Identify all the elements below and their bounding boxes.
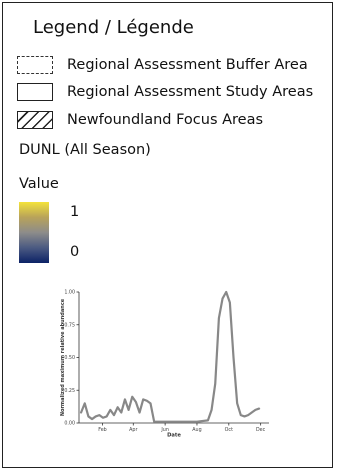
series-point	[84, 402, 86, 404]
series-point	[98, 414, 100, 416]
series-line	[79, 290, 261, 423]
x-tick-label: Oct	[225, 427, 233, 433]
value-title: Value	[19, 176, 59, 192]
y-tick-label: 0.00	[64, 421, 75, 427]
y-tick-label: 1.00	[64, 290, 75, 296]
species-label: DUNL (All Season)	[19, 142, 151, 158]
series-point	[95, 415, 97, 418]
dashed-box-icon	[17, 56, 53, 74]
series-point	[229, 301, 231, 304]
legend-item-label: Regional Assessment Buffer Area	[67, 57, 308, 73]
legend-item-focus-areas: Newfoundland Focus Areas	[17, 110, 263, 130]
series-point	[142, 398, 144, 401]
series-point	[243, 415, 246, 418]
series-point	[127, 409, 130, 411]
series-point	[124, 398, 126, 401]
series-point	[218, 317, 220, 319]
x-tick-label: Dec	[256, 427, 266, 433]
series-point	[138, 411, 141, 414]
series-point	[210, 409, 213, 411]
x-axis-title: Date	[167, 433, 181, 438]
series-point	[153, 421, 155, 423]
series-point	[214, 383, 216, 385]
legend-item-buffer-area: Regional Assessment Buffer Area	[17, 55, 308, 75]
series-point	[146, 400, 148, 402]
ramp-max-label: 1	[70, 204, 80, 220]
abundance-line-chart: 0.00 0.25 0.50 0.75 1.00 Feb Apr Jun Aug Oct Dec Da…	[60, 290, 269, 438]
series-point	[109, 409, 111, 411]
solid-box-icon	[17, 83, 53, 101]
hatched-box-icon	[17, 111, 53, 129]
series-point	[180, 421, 182, 423]
y-tick-label: 0.50	[64, 355, 75, 361]
x-tick-label: Feb	[98, 427, 107, 433]
x-tick-label: Jun	[160, 427, 169, 433]
series-point	[87, 415, 89, 418]
series-point	[247, 414, 249, 416]
series-point	[196, 421, 198, 423]
color-ramp	[19, 202, 49, 263]
series-point	[117, 406, 119, 408]
series-point	[91, 418, 93, 420]
series-point	[225, 291, 227, 293]
series-point	[120, 411, 122, 414]
series-point	[240, 414, 242, 416]
legend-title: Legend / Légende	[33, 17, 194, 38]
y-tick-label: 0.25	[64, 388, 75, 394]
series-point	[106, 415, 108, 418]
series-point	[207, 419, 209, 421]
series-point	[254, 409, 257, 411]
y-tick-label: 0.75	[64, 322, 75, 328]
series-point	[135, 401, 137, 403]
series-point	[251, 411, 253, 414]
series-point	[221, 297, 224, 300]
legend-panel: Legend / Légende Regional Assessment Buf…	[2, 2, 333, 468]
ramp-min-label: 0	[70, 244, 80, 260]
series-point	[258, 407, 260, 410]
series-point	[131, 396, 133, 398]
series-point	[113, 414, 115, 416]
series-point	[102, 417, 104, 419]
series-point	[149, 402, 152, 404]
x-tick-label: Aug	[192, 427, 201, 433]
legend-item-label: Regional Assessment Study Areas	[67, 84, 314, 100]
series-point	[232, 356, 235, 359]
y-axis-title: Normalized maximum relative abundance	[60, 298, 66, 416]
series-point	[164, 421, 166, 423]
legend-item-study-areas: Regional Assessment Study Areas	[17, 82, 313, 102]
series-point	[236, 402, 238, 404]
x-tick-label: Apr	[129, 427, 137, 433]
legend-item-label: Newfoundland Focus Areas	[67, 112, 264, 128]
series-point	[80, 411, 82, 414]
